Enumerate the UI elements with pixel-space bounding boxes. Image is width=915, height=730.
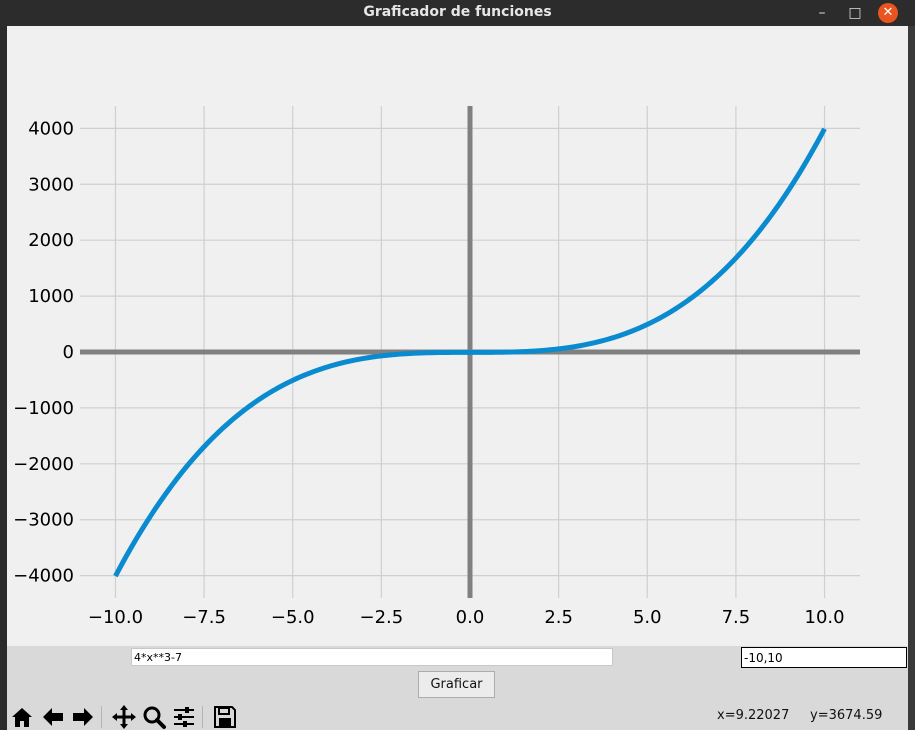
y-tick-label: 2000 [28,230,74,251]
x-tick-label: 0.0 [456,607,485,628]
range-input[interactable] [741,647,907,668]
y-tick-label: −3000 [13,510,74,531]
y-tick-label: 1000 [28,286,74,307]
configure-subplots-button[interactable] [171,704,197,730]
home-button[interactable] [9,704,35,730]
x-tick-label: 10.0 [805,607,845,628]
navigation-toolbar [7,702,908,730]
y-coordinate-readout: y=3674.59 [810,708,883,723]
forward-arrow-icon [73,708,93,726]
x-tick-label: 7.5 [722,607,751,628]
title-bar: Graficador de funciones – □ ✕ [0,0,915,26]
cursor-coordinates: x=9.22027 y=3674.59 [717,708,882,723]
x-tick-label: −2.5 [360,607,404,628]
toolbar-separator [101,706,102,728]
figure-canvas[interactable]: −10.0 −7.5 −5.0 −2.5 0.0 2.5 5.0 7.5 10.0 4000 30… [7,26,908,646]
save-icon [214,706,236,728]
zoom-icon [143,706,166,729]
background-window-edge [908,26,915,730]
y-tick-labels: 4000 3000 2000 1000 0 −1000 −2000 −3000 −4000 [13,118,74,586]
function-plot[interactable]: −10.0 −7.5 −5.0 −2.5 0.0 2.5 5.0 7.5 10.0 4000 30… [7,26,908,646]
curve-layer [113,127,827,578]
home-icon [12,708,32,727]
pan-button[interactable] [111,704,137,730]
x-tick-label: −5.0 [271,607,315,628]
back-arrow-icon [43,708,63,726]
minimize-button[interactable]: – [818,5,826,21]
x-tick-label: −7.5 [182,607,226,628]
x-tick-label: 2.5 [544,607,573,628]
back-button[interactable] [40,704,66,730]
pan-icon [112,705,136,729]
y-tick-label: −4000 [13,566,74,587]
close-button[interactable]: ✕ [878,3,898,23]
y-tick-label: 4000 [28,118,74,139]
x-coordinate-readout: x=9.22027 [717,708,790,723]
plot-button[interactable]: Graficar [418,671,495,698]
app-window: −10.0 −7.5 −5.0 −2.5 0.0 2.5 5.0 7.5 10.0 4000 30… [7,26,908,730]
toolbar-separator [202,706,203,728]
save-button[interactable] [212,704,238,730]
forward-button[interactable] [70,704,96,730]
zoom-button[interactable] [141,704,167,730]
maximize-button[interactable]: □ [848,5,862,21]
y-tick-label: −2000 [13,454,74,475]
y-tick-label: −1000 [13,398,74,419]
x-tick-label: 5.0 [633,607,662,628]
y-tick-label: 3000 [28,174,74,195]
x-tick-label: −10.0 [88,607,143,628]
expression-input[interactable] [131,648,613,666]
configure-subplots-icon [174,707,194,727]
x-tick-labels: −10.0 −7.5 −5.0 −2.5 0.0 2.5 5.0 7.5 10.0 [88,607,845,628]
y-tick-label: 0 [63,342,74,363]
window-title: Graficador de funciones [363,4,552,20]
